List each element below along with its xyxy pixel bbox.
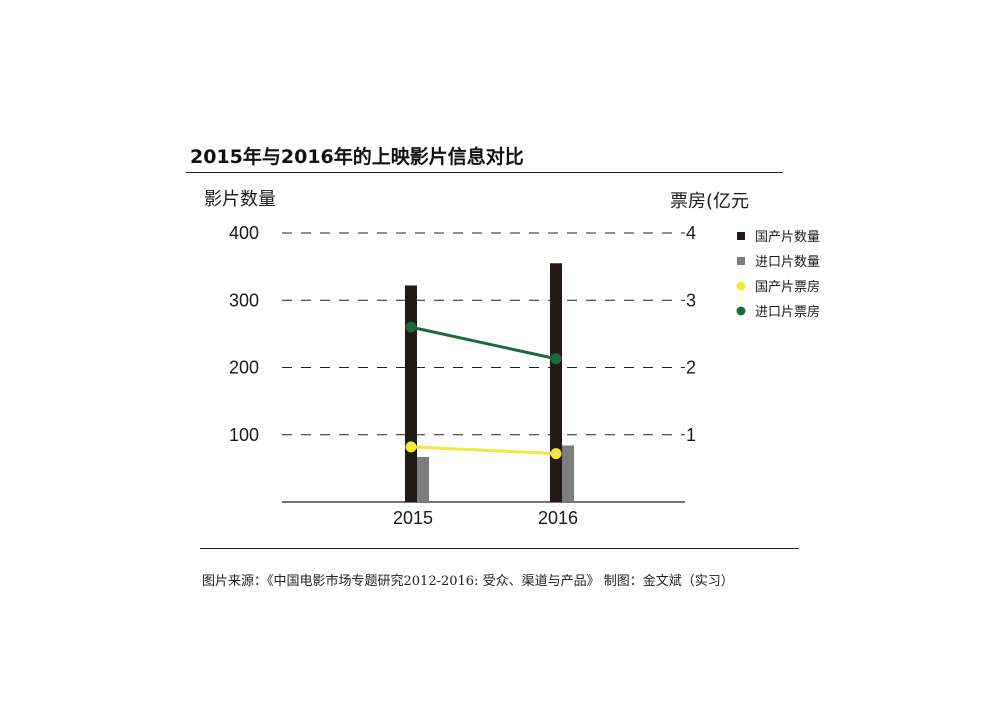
left-tick-label: 200 — [229, 358, 259, 378]
legend-swatch — [737, 257, 745, 265]
bar-进口片数量 — [562, 445, 574, 502]
line-国产片票房 — [410, 445, 557, 456]
legend-swatch — [736, 281, 746, 291]
legend-label: 国产片票房 — [755, 279, 820, 295]
point-进口片票房 — [405, 321, 417, 333]
right-tick-label: 3 — [686, 290, 696, 310]
chart-title: 2015年与2016年的上映影片信息对比 — [190, 146, 524, 168]
source-note: 图片来源：《中国电影市场专题研究2012-2016: 受众、渠道与产品》 制图：… — [202, 574, 734, 589]
left-tick-label: 300 — [229, 290, 259, 310]
legend-label: 进口片票房 — [755, 304, 820, 320]
line-进口片票房 — [410, 325, 557, 361]
left-tick-label: 100 — [229, 425, 259, 445]
point-国产片票房 — [405, 441, 417, 453]
right-tick-label: 4 — [686, 223, 696, 243]
legend-label: 国产片数量 — [755, 230, 820, 245]
right-tick-label: 1 — [686, 425, 696, 445]
point-国产片票房 — [550, 448, 562, 460]
bar-进口片数量 — [417, 456, 429, 502]
legend-swatch — [737, 232, 745, 240]
right-tick-label: 2 — [686, 358, 696, 378]
legend-label: 进口片数量 — [755, 255, 820, 270]
footer-rule — [200, 548, 799, 549]
left-axis-title: 影片数量 — [204, 189, 276, 210]
legend-swatch — [736, 306, 746, 316]
right-axis-title: 票房(亿元 — [670, 191, 749, 212]
x-tick-label: 2016 — [538, 508, 578, 528]
x-tick-label: 2015 — [393, 508, 433, 528]
bar-国产片数量 — [405, 285, 417, 502]
title-rule — [186, 172, 783, 173]
bar-国产片数量 — [550, 263, 562, 502]
left-tick-label: 400 — [229, 223, 259, 243]
point-进口片票房 — [550, 353, 562, 365]
